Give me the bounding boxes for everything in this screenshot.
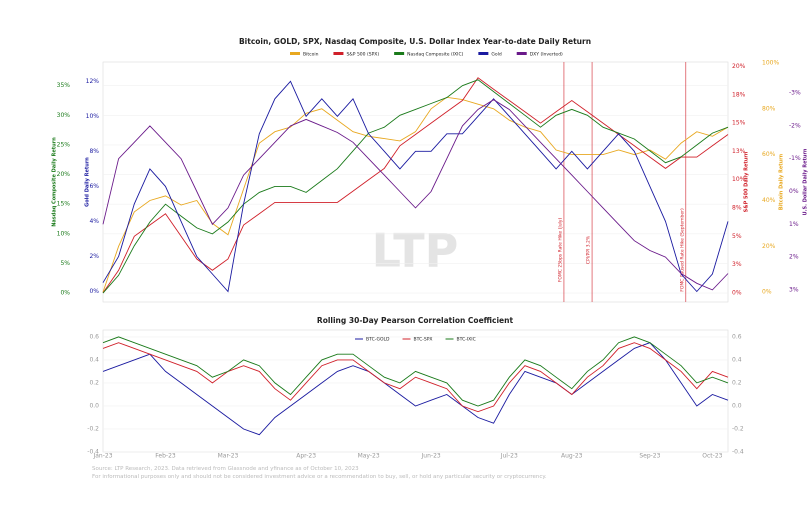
axis-label: S&P 500 Daily Return bbox=[744, 151, 750, 212]
plot-frame bbox=[102, 61, 729, 303]
legend-label: Gold bbox=[491, 52, 501, 58]
annotation: CPI/PPI 3.2% bbox=[586, 235, 592, 264]
y-tick-label: 8% bbox=[89, 148, 99, 155]
x-tick-label: Feb-23 bbox=[155, 453, 176, 460]
y-tick-label: 60% bbox=[762, 151, 776, 158]
axis-label: Nasdaq Composite Daily Return bbox=[52, 137, 58, 227]
series-line bbox=[102, 79, 729, 294]
series-line bbox=[102, 342, 729, 436]
y-tick-label: 6% bbox=[89, 183, 99, 190]
legend-label: Bitcoin bbox=[303, 52, 319, 58]
y-tick-label: 15% bbox=[57, 201, 71, 208]
y-tick-label: 13% bbox=[732, 148, 746, 155]
x-tick-label: Mar-23 bbox=[218, 453, 239, 460]
series-line bbox=[102, 99, 729, 291]
x-tick-label: Jan-23 bbox=[92, 453, 112, 460]
y-tick-label: 2% bbox=[789, 254, 799, 261]
legend-label: BTC-SPX bbox=[414, 337, 433, 343]
y-tick-label: 0% bbox=[762, 289, 772, 296]
legend-swatch bbox=[516, 52, 527, 55]
x-tick-label: Sep-23 bbox=[639, 453, 660, 460]
y-tick-label: 20% bbox=[732, 63, 746, 70]
y-tick-label: 4% bbox=[89, 218, 99, 225]
chart-title: Bitcoin, GOLD, SPX, Nasdaq Composite, U.… bbox=[239, 37, 591, 46]
legend-label: DXY (Inverted) bbox=[530, 52, 563, 58]
y-tick-label: -0.2 bbox=[732, 425, 744, 432]
y-tick-label: 10% bbox=[732, 176, 746, 183]
y-tick-label: 5% bbox=[60, 260, 70, 267]
x-tick-label: Apr-23 bbox=[296, 453, 316, 460]
annotation: FOMC Paused Rate Hike (September) bbox=[679, 208, 685, 292]
y-tick-label: 0.2 bbox=[732, 379, 742, 386]
y-tick-label: 0% bbox=[789, 188, 799, 195]
y-tick-label: -0.4 bbox=[87, 449, 99, 456]
legend-swatch bbox=[394, 52, 405, 55]
legend-label: BTC-IXIC bbox=[457, 337, 476, 343]
legend-label: BTC-GOLD bbox=[366, 337, 390, 343]
x-tick-label: Aug-23 bbox=[561, 453, 583, 460]
axis-label: Bitcoin Daily Return bbox=[779, 153, 785, 210]
x-tick-label: Jun-23 bbox=[421, 453, 441, 460]
y-tick-label: -1% bbox=[789, 155, 801, 162]
y-tick-label: 3% bbox=[732, 261, 742, 268]
y-tick-label: 0% bbox=[89, 288, 99, 295]
y-tick-label: 10% bbox=[57, 230, 71, 237]
watermark: LTP bbox=[372, 224, 459, 278]
x-tick-label: Jul-23 bbox=[500, 453, 518, 460]
y-tick-label: 100% bbox=[762, 59, 779, 66]
series-line bbox=[102, 77, 729, 294]
y-tick-label: 3% bbox=[789, 286, 799, 293]
y-tick-label: 40% bbox=[762, 197, 776, 204]
y-tick-label: 25% bbox=[57, 141, 71, 148]
y-tick-label: 8% bbox=[732, 205, 742, 212]
y-tick-label: 15% bbox=[732, 120, 746, 127]
y-tick-label: 20% bbox=[57, 171, 71, 178]
y-tick-label: 0.0 bbox=[89, 402, 99, 409]
series-line bbox=[102, 96, 729, 293]
y-tick-label: 80% bbox=[762, 105, 776, 112]
y-tick-label: 0.6 bbox=[89, 333, 99, 340]
legend-swatch bbox=[478, 52, 489, 55]
y-tick-label: 30% bbox=[57, 112, 71, 119]
series-line bbox=[102, 336, 729, 407]
y-tick-label: 1% bbox=[789, 221, 799, 228]
y-tick-label: -2% bbox=[789, 122, 801, 129]
x-tick-label: Oct-23 bbox=[702, 453, 722, 460]
legend-label: Nasdaq Composite (IXIC) bbox=[407, 52, 463, 58]
y-tick-label: 0.0 bbox=[732, 402, 742, 409]
y-tick-label: 12% bbox=[86, 78, 100, 85]
y-tick-label: 0.4 bbox=[732, 356, 742, 363]
y-tick-label: -0.4 bbox=[732, 449, 744, 456]
y-tick-label: 0% bbox=[732, 289, 742, 296]
axis-label: Gold Daily Return bbox=[85, 157, 91, 207]
y-tick-label: 0.2 bbox=[89, 379, 99, 386]
footnote: For informational purposes only and shou… bbox=[92, 474, 547, 480]
series-line bbox=[102, 342, 729, 413]
y-tick-label: 18% bbox=[732, 91, 746, 98]
y-tick-label: 0.4 bbox=[89, 356, 99, 363]
y-tick-label: -3% bbox=[789, 90, 801, 97]
y-tick-label: 35% bbox=[57, 82, 71, 89]
legend-swatch bbox=[333, 52, 344, 55]
axis-label: U.S. Dollar Daily Return bbox=[803, 148, 809, 215]
legend-label: S&P 500 (SPX) bbox=[346, 52, 379, 58]
x-tick-label: May-23 bbox=[358, 453, 380, 460]
y-tick-label: 20% bbox=[762, 243, 776, 250]
y-tick-label: 10% bbox=[86, 113, 100, 120]
y-tick-label: 2% bbox=[89, 253, 99, 260]
series-line bbox=[102, 80, 729, 293]
y-tick-label: 5% bbox=[732, 233, 742, 240]
y-tick-label: 0% bbox=[60, 290, 70, 297]
y-tick-label: -0.2 bbox=[87, 425, 99, 432]
footnote: Source: LTP Research, 2023. Data retriev… bbox=[92, 466, 359, 472]
legend-swatch bbox=[290, 52, 300, 55]
y-tick-label: 0.6 bbox=[732, 333, 742, 340]
annotation: FOMC 25bps Rate Hike (July) bbox=[557, 218, 563, 283]
chart-title: Rolling 30-Day Pearson Correlation Coeff… bbox=[317, 316, 514, 325]
